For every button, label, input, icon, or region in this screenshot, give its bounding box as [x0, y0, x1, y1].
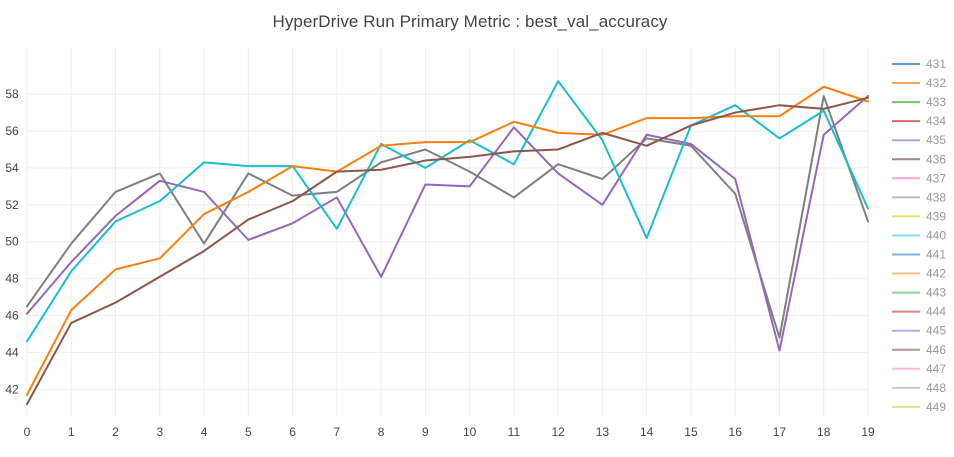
chart-title: HyperDrive Run Primary Metric : best_val… — [272, 12, 668, 31]
legend-label: 438 — [926, 190, 946, 204]
legend-label: 444 — [926, 305, 946, 319]
legend-item-434[interactable]: 434 — [892, 114, 946, 128]
legend-item-449[interactable]: 449 — [892, 400, 946, 414]
legend-label: 434 — [926, 114, 946, 128]
legend-item-440[interactable]: 440 — [892, 228, 946, 242]
x-tick-label: 18 — [817, 425, 831, 439]
legend-item-442[interactable]: 442 — [892, 267, 946, 281]
legend-label: 432 — [926, 76, 946, 90]
legend-label: 446 — [926, 343, 946, 357]
x-tick-label: 0 — [24, 425, 31, 439]
legend-label: 448 — [926, 381, 946, 395]
x-tick-label: 13 — [596, 425, 610, 439]
series-line-3[interactable] — [26, 80, 869, 343]
legend-item-436[interactable]: 436 — [892, 152, 946, 166]
x-tick-label: 11 — [508, 425, 521, 439]
x-tick-label: 17 — [773, 425, 787, 439]
legend: 431 432 433 434 435 436 437 438 439 440 441 442 443 4… — [892, 57, 946, 414]
y-tick-label: 48 — [5, 272, 19, 286]
x-tick-label: 19 — [861, 425, 875, 439]
series-line-5[interactable] — [26, 96, 869, 406]
y-tick-label: 54 — [5, 161, 19, 175]
legend-item-448[interactable]: 448 — [892, 381, 946, 395]
legend-item-441[interactable]: 441 — [892, 248, 946, 262]
series-line-4[interactable] — [26, 85, 869, 396]
legend-item-447[interactable]: 447 — [892, 362, 946, 376]
legend-label: 439 — [926, 209, 946, 223]
x-tick-label: 7 — [333, 425, 340, 439]
legend-item-437[interactable]: 437 — [892, 171, 946, 185]
x-tick-label: 16 — [729, 425, 743, 439]
y-tick-label: 52 — [5, 198, 19, 212]
legend-label: 443 — [926, 286, 946, 300]
legend-label: 431 — [926, 57, 946, 71]
x-tick-label: 12 — [551, 425, 565, 439]
x-tick-label: 1 — [68, 425, 75, 439]
legend-item-432[interactable]: 432 — [892, 76, 946, 90]
legend-item-431[interactable]: 431 — [892, 57, 946, 71]
x-tick-label: 6 — [289, 425, 296, 439]
x-tick-label: 4 — [201, 425, 208, 439]
y-tick-label: 42 — [5, 382, 19, 396]
y-tick-label: 56 — [5, 124, 19, 138]
legend-label: 442 — [926, 267, 946, 281]
legend-label: 437 — [926, 171, 946, 185]
legend-label: 445 — [926, 324, 946, 338]
legend-label: 447 — [926, 362, 946, 376]
series-line-1[interactable] — [26, 94, 869, 339]
x-tick-label: 15 — [684, 425, 698, 439]
legend-item-446[interactable]: 446 — [892, 343, 946, 357]
x-tick-label: 8 — [378, 425, 385, 439]
x-tick-label: 14 — [640, 425, 654, 439]
series-lines — [26, 80, 869, 406]
legend-label: 440 — [926, 228, 946, 242]
legend-item-444[interactable]: 444 — [892, 305, 946, 319]
x-tick-label: 10 — [463, 425, 477, 439]
y-tick-label: 50 — [5, 235, 19, 249]
x-tick-label: 5 — [245, 425, 252, 439]
series-line-2[interactable] — [26, 94, 869, 352]
legend-label: 435 — [926, 133, 946, 147]
y-tick-label: 46 — [5, 309, 19, 323]
legend-label: 436 — [926, 152, 946, 166]
y-tick-label: 44 — [5, 345, 19, 359]
legend-item-445[interactable]: 445 — [892, 324, 946, 338]
legend-item-438[interactable]: 438 — [892, 190, 946, 204]
y-axis-ticks: 42 44 46 48 50 52 54 56 58 — [5, 87, 19, 396]
x-tick-label: 3 — [156, 425, 163, 439]
legend-item-439[interactable]: 439 — [892, 209, 946, 223]
legend-item-443[interactable]: 443 — [892, 286, 946, 300]
x-tick-label: 9 — [422, 425, 429, 439]
x-tick-label: 2 — [112, 425, 119, 439]
legend-label: 433 — [926, 95, 946, 109]
legend-item-435[interactable]: 435 — [892, 133, 946, 147]
legend-label: 441 — [926, 248, 946, 262]
x-axis-ticks: 0 1 2 3 4 5 6 7 8 9 10 11 12 13 14 15 16 17 18 19 — [24, 425, 875, 439]
grid-lines — [26, 48, 869, 417]
y-tick-label: 58 — [5, 87, 19, 101]
legend-item-433[interactable]: 433 — [892, 95, 946, 109]
legend-label: 449 — [926, 400, 946, 414]
